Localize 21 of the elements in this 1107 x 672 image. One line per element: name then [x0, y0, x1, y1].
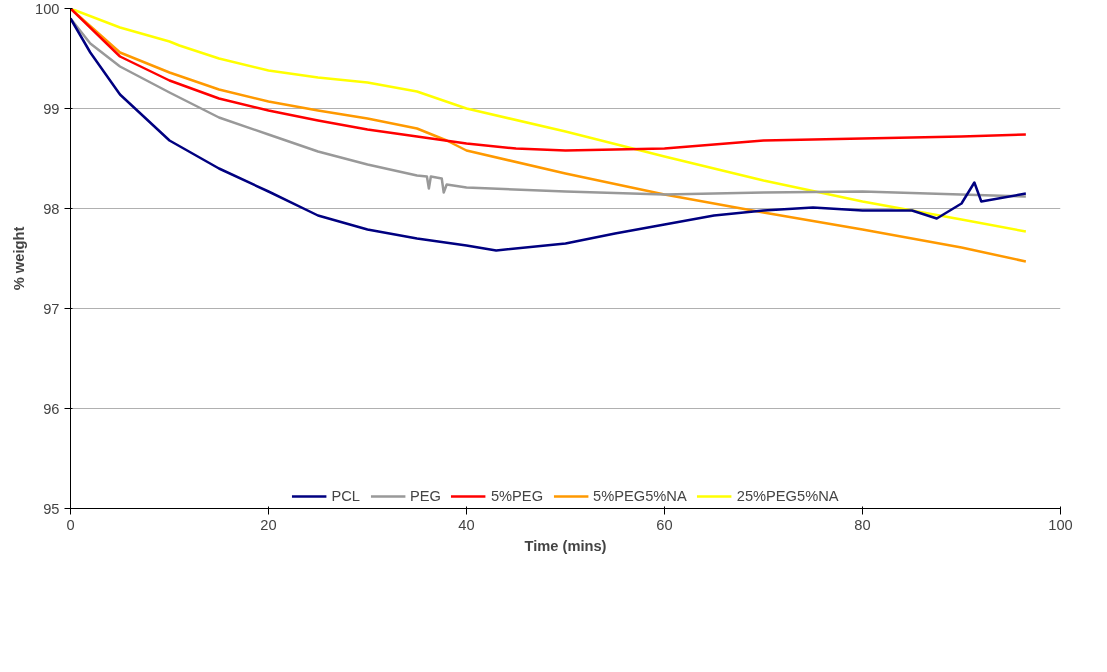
y-tick-label: 99 [43, 100, 60, 117]
x-tick-label: 100 [1048, 516, 1073, 533]
legend-label: 25%PEG5%NA [736, 488, 839, 504]
x-tick-label: 60 [656, 516, 673, 533]
y-tick-label: 98 [43, 200, 60, 217]
line-series [70, 17, 1028, 198]
y-tick-label: 96 [43, 400, 60, 417]
legend-label: PCL [331, 488, 360, 504]
x-tick-label: 0 [66, 516, 75, 533]
x-axis-title: Time (mins) [524, 537, 607, 554]
legend-label: 5%PEG5%NA [593, 488, 687, 504]
x-tick-label: 20 [260, 516, 277, 533]
legend-label: 5%PEG [490, 488, 544, 504]
line-series [70, 8, 1028, 152]
y-axis-title: % weight [11, 226, 28, 291]
legend-label: PEG [409, 488, 441, 504]
y-tick-label: 97 [43, 300, 60, 317]
y-tick-label: 100 [35, 0, 60, 17]
x-tick-label: 80 [854, 516, 871, 533]
x-tick-label: 40 [458, 516, 475, 533]
y-tick-label: 95 [43, 500, 60, 517]
